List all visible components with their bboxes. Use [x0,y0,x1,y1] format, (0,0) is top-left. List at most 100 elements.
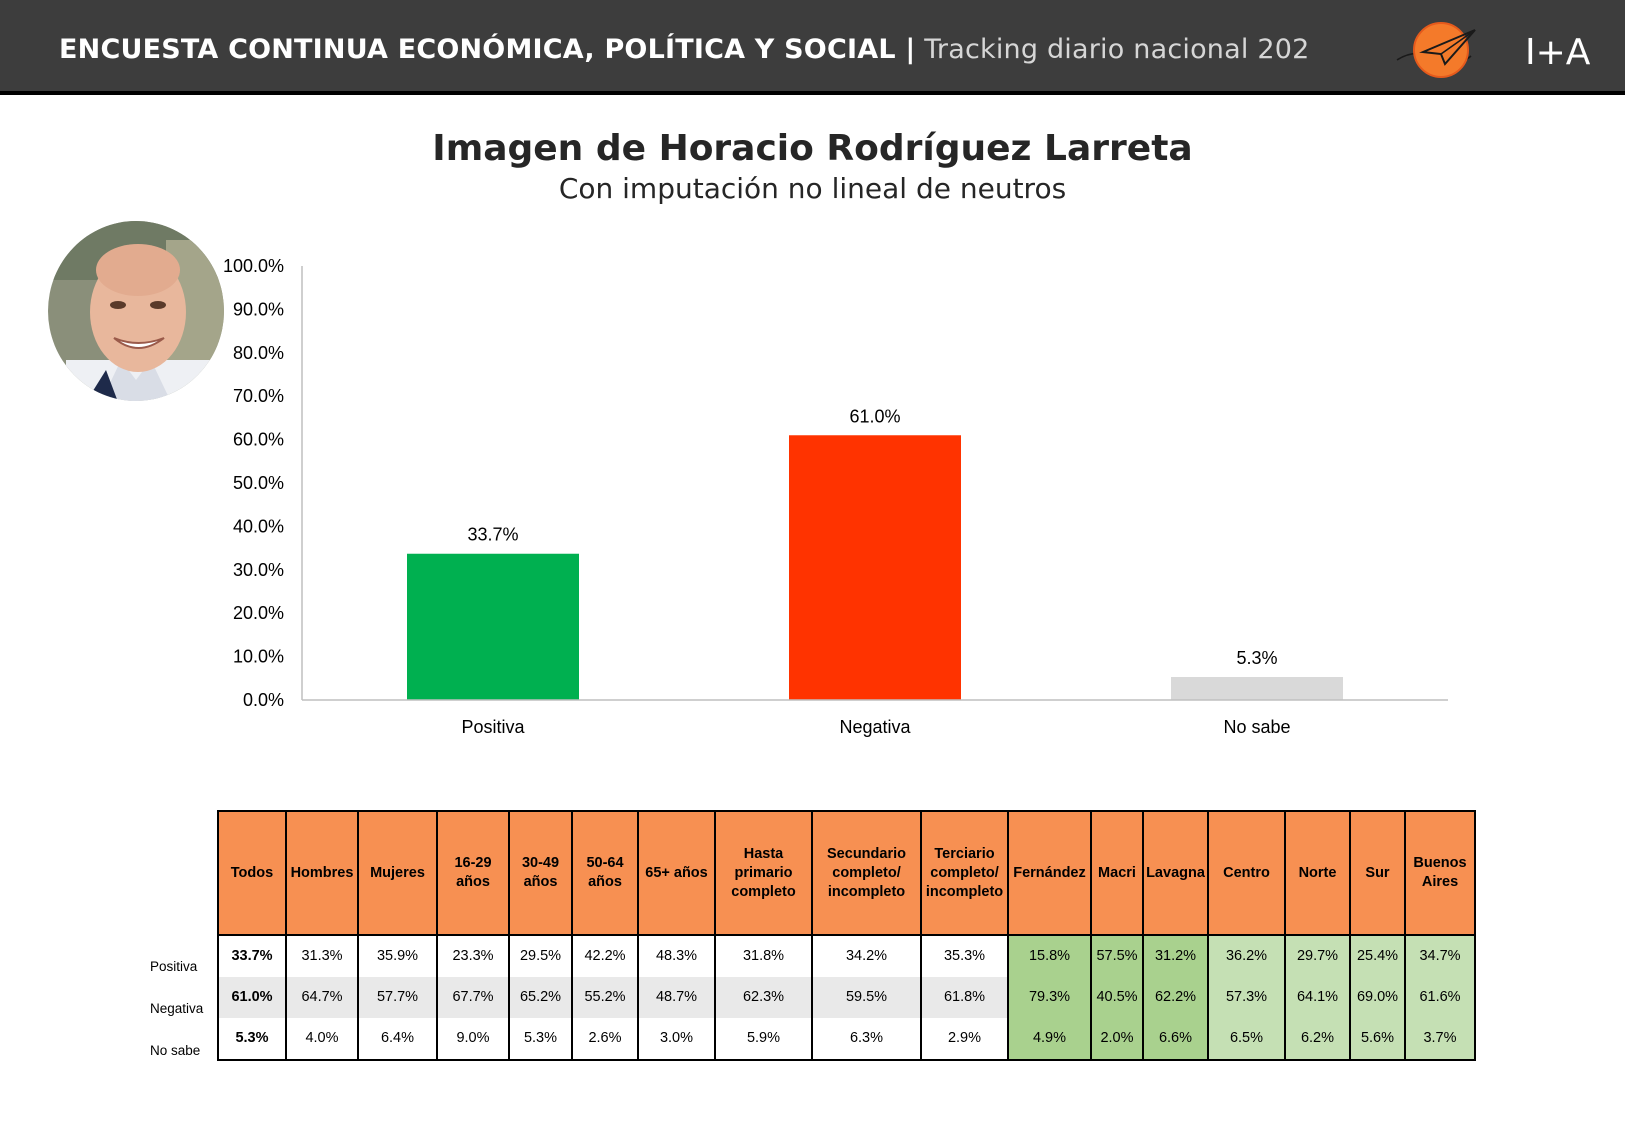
table-cell: 64.7% [285,976,359,1018]
table-cell: 48.7% [637,976,716,1018]
table-cell: 36.2% [1207,935,1286,977]
table-cell: 6.6% [1142,1018,1209,1061]
table-cell: 61.6% [1404,976,1476,1018]
table-cell: 34.7% [1404,935,1476,977]
x-tick-label: Negativa [839,717,911,737]
column-header: Norte [1284,810,1351,936]
table-cell: 29.5% [508,935,573,977]
table-header-row: Todos Hombres Mujeres 16-29 años 30-49 años 5… [217,810,1476,936]
table-cell: 5.3% [508,1018,573,1061]
table-cell: 6.2% [1284,1018,1351,1061]
data-label: 33.7% [467,525,518,545]
data-label: 5.3% [1236,648,1277,668]
column-header: 65+ años [637,810,716,936]
table-cell: 67.7% [436,976,510,1018]
table-cell: 33.7% [217,935,287,977]
table-cell: 5.6% [1349,1018,1406,1061]
table-cell: 23.3% [436,935,510,977]
table-cell: 4.0% [285,1018,359,1061]
table-cell: 31.8% [714,935,813,977]
table-cell: 61.8% [920,976,1009,1018]
y-tick-label: 20.0% [233,603,284,623]
header-bar: ENCUESTA CONTINUA ECONÓMICA, POLÍTICA Y … [0,0,1625,95]
table-cell: 6.5% [1207,1018,1286,1061]
table-cell: 3.0% [637,1018,716,1061]
table-cell: 5.9% [714,1018,813,1061]
column-header: Mujeres [357,810,438,936]
y-tick-label: 0.0% [243,690,284,710]
column-header: Centro [1207,810,1286,936]
politician-portrait [48,221,224,401]
table-cell: 40.5% [1090,976,1144,1018]
table-cell: 62.3% [714,976,813,1018]
bar-no-sabe [1171,676,1343,700]
y-tick-label: 60.0% [233,430,284,450]
x-axis: Positiva Negativa No sabe [302,699,1448,737]
chart-title: Imagen de Horacio Rodríguez Larreta [432,128,1193,169]
column-header: Hombres [285,810,359,936]
table-cell: 2.0% [1090,1018,1144,1061]
table-cell: 55.2% [571,976,639,1018]
table-cell: 59.5% [811,976,922,1018]
table-cell: 69.0% [1349,976,1406,1018]
table-cell: 2.9% [920,1018,1009,1061]
column-header: Hasta primario completo [714,810,813,936]
table-cell: 61.0% [217,976,287,1018]
row-label: Positiva [150,959,198,974]
table-cell: 35.9% [357,935,438,977]
bar-chart: 0.0% 10.0% 20.0% 30.0% 40.0% 50.0% 60.0% 70.0% 8… [223,256,1448,737]
column-header: 30-49 años [508,810,573,936]
table-cell: 31.2% [1142,935,1209,977]
table-row: 61.0% 64.7% 57.7% 67.7% 65.2% 55.2% 48.7% 62.3%… [217,976,1476,1018]
table-cell: 9.0% [436,1018,510,1061]
table-cell: 6.4% [357,1018,438,1061]
column-header: Sur [1349,810,1406,936]
table-cell: 29.7% [1284,935,1351,977]
column-header: Lavagna [1142,810,1209,936]
column-header: Fernández [1007,810,1092,936]
header-title: ENCUESTA CONTINUA ECONÓMICA, POLÍTICA Y … [59,30,1309,70]
bars: 33.7% 61.0% 5.3% [407,406,1343,700]
y-tick-label: 10.0% [233,647,284,667]
table-cell: 5.3% [217,1018,287,1061]
logo-text: I+A [1525,32,1591,73]
y-tick-label: 100.0% [223,256,284,276]
table-cell: 6.3% [811,1018,922,1061]
table-cell: 35.3% [920,935,1009,977]
table-cell: 4.9% [1007,1018,1092,1061]
column-header: 16-29 años [436,810,510,936]
x-tick-label: No sabe [1223,717,1290,737]
column-header: Buenos Aires [1404,810,1476,936]
table-body: 33.7% 31.3% 35.9% 23.3% 29.5% 42.2% 48.3% 31.8%… [217,935,1476,1061]
y-tick-label: 80.0% [233,343,284,363]
table-row: 5.3% 4.0% 6.4% 9.0% 5.3% 2.6% 3.0% 5.9% 6.3% 2.9%… [217,1018,1476,1061]
crosstab-table: Todos Hombres Mujeres 16-29 años 30-49 años 5… [217,810,1476,1061]
header-title-tracking: Tracking diario nacional 202 [924,34,1310,65]
x-tick-label: Positiva [461,717,525,737]
row-label: No sabe [150,1043,201,1058]
table-cell: 31.3% [285,935,359,977]
header-title-main: ENCUESTA CONTINUA ECONÓMICA, POLÍTICA Y … [59,34,916,65]
bar-positiva [407,553,579,700]
table-cell: 57.3% [1207,976,1286,1018]
table-cell: 3.7% [1404,1018,1476,1061]
y-tick-label: 30.0% [233,560,284,580]
table-cell: 25.4% [1349,935,1406,977]
data-label: 61.0% [849,406,900,426]
y-tick-label: 70.0% [233,386,284,406]
y-tick-label: 90.0% [233,299,284,319]
table-cell: 65.2% [508,976,573,1018]
table-cell: 57.7% [357,976,438,1018]
table-cell: 2.6% [571,1018,639,1061]
table-cell: 62.2% [1142,976,1209,1018]
row-label: Negativa [150,1001,204,1016]
table-cell: 48.3% [637,935,716,977]
y-tick-label: 40.0% [233,516,284,536]
y-axis: 0.0% 10.0% 20.0% 30.0% 40.0% 50.0% 60.0% 70.0% 8… [223,256,303,710]
table-cell: 57.5% [1090,935,1144,977]
table-cell: 64.1% [1284,976,1351,1018]
column-header: Macri [1090,810,1144,936]
chart-subtitle: Con imputación no lineal de neutros [558,172,1067,205]
table-row: 33.7% 31.3% 35.9% 23.3% 29.5% 42.2% 48.3% 31.8%… [217,935,1476,977]
y-tick-label: 50.0% [233,473,284,493]
